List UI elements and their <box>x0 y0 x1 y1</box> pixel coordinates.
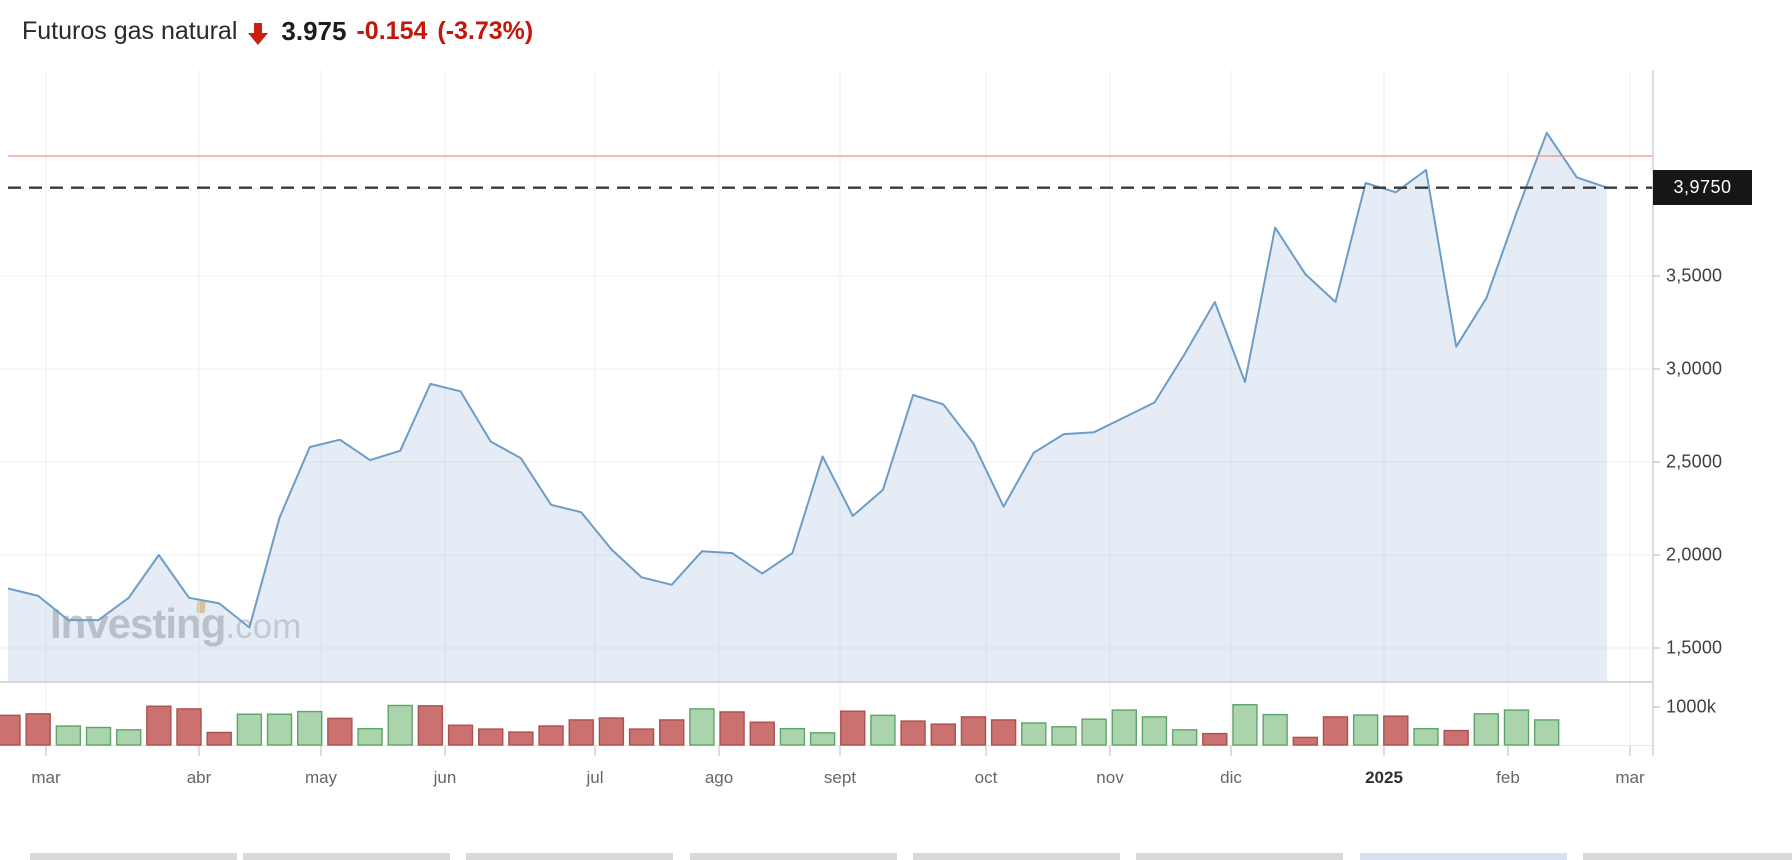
last-price-badge: 3,9750 <box>1653 170 1752 205</box>
price-change: -0.154 <box>356 17 428 45</box>
volume-bar <box>0 714 21 746</box>
price-down-arrow-icon <box>247 22 269 46</box>
bottom-toolbar-segment[interactable] <box>243 853 450 860</box>
volume-bar <box>357 727 383 746</box>
volume-bar <box>236 713 263 746</box>
x-axis-label-may: may <box>304 768 338 787</box>
volume-bar <box>55 725 82 746</box>
volume-bar <box>1533 719 1560 746</box>
x-axis-label-oct: oct <box>974 768 998 787</box>
volume-bar <box>779 727 806 746</box>
volume-bar <box>1413 727 1439 746</box>
volume-bar <box>296 710 323 746</box>
volume-bar <box>960 716 987 746</box>
volume-bar <box>1111 709 1137 746</box>
volume-bar <box>1021 722 1047 746</box>
volume-bar <box>508 731 534 746</box>
volume-bar <box>870 714 896 746</box>
instrument-header: Futuros gas natural 3.975 -0.154 (-3.73%… <box>22 16 533 47</box>
volume-bar <box>1232 704 1258 746</box>
y-axis-label: 2,5000 <box>1666 451 1723 472</box>
volume-bar <box>478 728 504 746</box>
volume-bar <box>176 708 202 746</box>
volume-bar <box>1383 715 1409 746</box>
volume-bar <box>206 731 232 746</box>
volume-bar <box>447 724 474 746</box>
x-axis-label-2025: 2025 <box>1365 768 1403 787</box>
volume-bar <box>146 705 172 746</box>
volume-bar <box>1171 729 1198 746</box>
volume-bar <box>1051 726 1077 746</box>
volume-bar <box>809 732 836 746</box>
bottom-toolbar-segment[interactable] <box>690 853 897 860</box>
x-axis-label-mar: mar <box>31 768 61 787</box>
volume-bar <box>1292 736 1319 746</box>
volume-bar <box>115 729 142 746</box>
volume-bar <box>990 719 1017 746</box>
bottom-toolbar-segment[interactable] <box>466 853 673 860</box>
x-axis-label-ago: ago <box>704 768 734 787</box>
y-axis-label: 1,5000 <box>1666 637 1723 658</box>
volume-bar <box>1503 709 1530 746</box>
volume-bar <box>266 713 293 746</box>
x-axis-label-dic: dic <box>1220 768 1242 787</box>
y-axis-label: 2,0000 <box>1666 544 1723 565</box>
price-change-percent: (-3.73%) <box>437 17 534 45</box>
volume-bar <box>1352 714 1379 746</box>
instrument-title: Futuros gas natural <box>22 17 238 45</box>
volume-bar <box>25 713 51 746</box>
x-axis-label-jul: jul <box>586 768 604 787</box>
price-area-fill <box>8 132 1607 683</box>
volume-bar <box>689 708 715 746</box>
last-price: 3.975 <box>281 16 347 46</box>
y-axis-label: 3,5000 <box>1666 265 1723 286</box>
volume-bar <box>1473 713 1500 746</box>
volume-bar <box>900 720 926 746</box>
y-axis-label: 3,0000 <box>1666 358 1723 379</box>
volume-bar <box>1262 713 1288 746</box>
investing-watermark: Investing.com <box>50 600 301 648</box>
x-axis-label-feb: feb <box>1496 768 1520 787</box>
volume-bar <box>1202 732 1228 746</box>
volume-bar <box>538 725 564 746</box>
volume-bar <box>628 728 655 746</box>
volume-bar <box>930 723 956 746</box>
volume-bar <box>327 717 353 746</box>
bottom-toolbar-segment[interactable] <box>1136 853 1343 860</box>
x-axis-label-sept: sept <box>823 768 857 787</box>
x-axis-label-nov: nov <box>1096 768 1124 787</box>
volume-bar <box>85 726 112 746</box>
bottom-toolbar-segment[interactable] <box>1360 853 1567 860</box>
volume-bar <box>749 721 775 746</box>
x-axis-label-mar: mar <box>1615 768 1645 787</box>
volume-bar <box>840 710 866 746</box>
volume-bar <box>1141 716 1168 746</box>
price-line <box>7 131 1608 629</box>
bottom-toolbar-segment[interactable] <box>913 853 1120 860</box>
volume-axis-label: 1000k <box>1666 696 1717 717</box>
volume-bar <box>387 704 413 746</box>
volume-bar <box>719 711 745 746</box>
x-axis-label-jun: jun <box>433 768 457 787</box>
bottom-toolbar-segment[interactable] <box>30 853 237 860</box>
volume-bar <box>417 705 444 746</box>
volume-bar <box>1081 718 1107 746</box>
volume-bar <box>1322 716 1349 746</box>
volume-bar <box>568 719 594 746</box>
bottom-toolbar-segment[interactable] <box>1583 853 1792 860</box>
volume-bar <box>598 717 625 746</box>
volume-bar <box>659 719 685 746</box>
volume-bar <box>1443 729 1469 746</box>
x-axis-label-abr: abr <box>186 768 212 787</box>
